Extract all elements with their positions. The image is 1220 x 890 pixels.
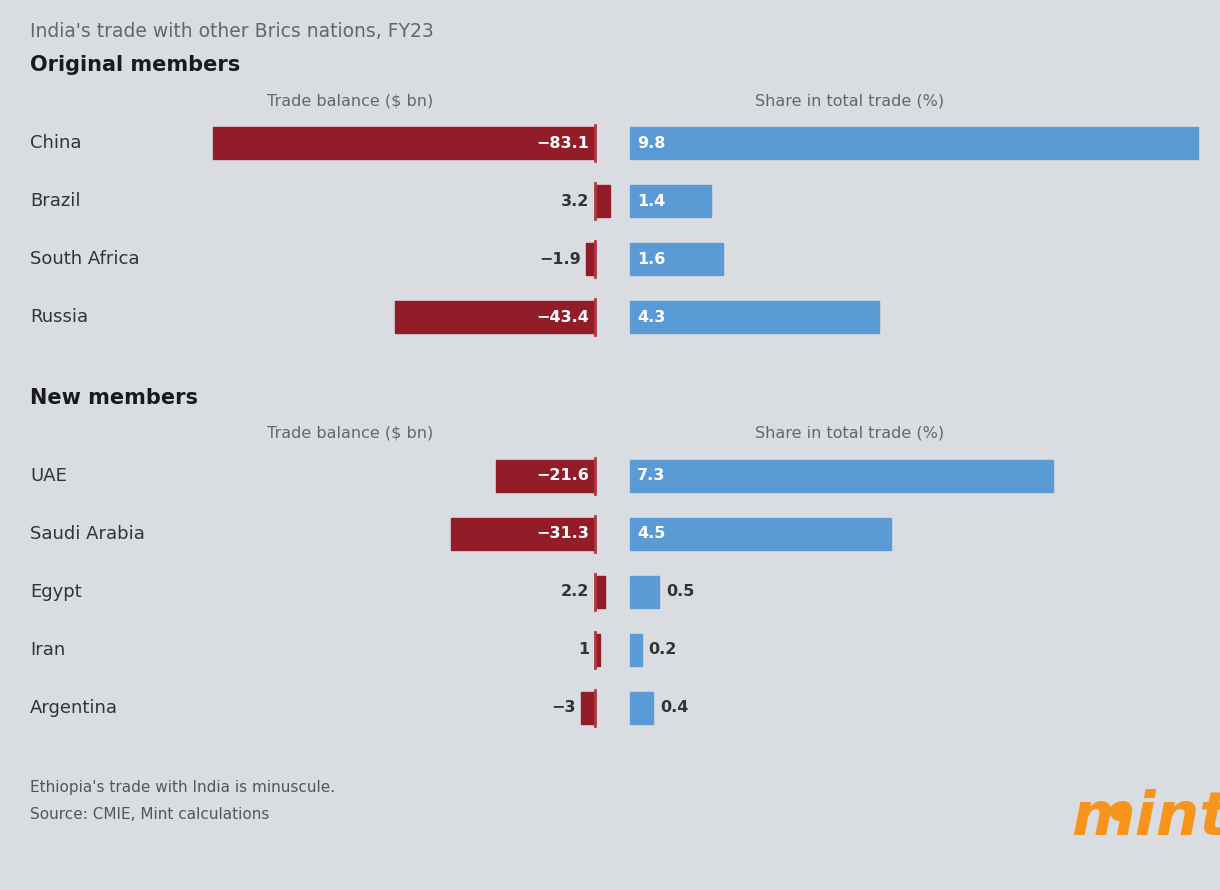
Text: −3: −3: [551, 700, 576, 716]
Bar: [630, 127, 1198, 159]
Bar: [495, 460, 595, 492]
Bar: [630, 518, 891, 550]
Text: −83.1: −83.1: [536, 135, 589, 150]
Text: UAE: UAE: [30, 467, 67, 485]
Text: Share in total trade (%): Share in total trade (%): [755, 93, 944, 108]
Text: 0.4: 0.4: [660, 700, 688, 716]
Text: mint: mint: [1071, 789, 1220, 848]
Bar: [395, 301, 595, 333]
Text: South Africa: South Africa: [30, 250, 139, 268]
Bar: [595, 634, 599, 666]
Text: Egypt: Egypt: [30, 583, 82, 601]
Text: 9.8: 9.8: [637, 135, 665, 150]
Text: China: China: [30, 134, 82, 152]
Text: Iran: Iran: [30, 641, 65, 659]
Bar: [451, 518, 595, 550]
Text: Argentina: Argentina: [30, 699, 118, 717]
Text: Source: CMIE, Mint calculations: Source: CMIE, Mint calculations: [30, 807, 270, 822]
Bar: [581, 692, 595, 724]
Text: 1.4: 1.4: [637, 193, 665, 208]
Text: Ethiopia's trade with India is minuscule.: Ethiopia's trade with India is minuscule…: [30, 780, 336, 795]
Text: Share in total trade (%): Share in total trade (%): [755, 426, 944, 441]
Text: 4.3: 4.3: [637, 310, 665, 325]
Text: Saudi Arabia: Saudi Arabia: [30, 525, 145, 543]
Text: 7.3: 7.3: [637, 468, 665, 483]
Bar: [595, 185, 610, 217]
Bar: [630, 301, 880, 333]
Bar: [630, 634, 642, 666]
Text: India's trade with other Brics nations, FY23: India's trade with other Brics nations, …: [30, 22, 434, 41]
Text: Original members: Original members: [30, 55, 240, 75]
Bar: [630, 692, 653, 724]
Text: Brazil: Brazil: [30, 192, 81, 210]
Bar: [630, 576, 659, 608]
Bar: [630, 460, 1053, 492]
Text: Trade balance ($ bn): Trade balance ($ bn): [267, 426, 433, 441]
Bar: [212, 127, 595, 159]
Bar: [595, 576, 605, 608]
Text: −21.6: −21.6: [536, 468, 589, 483]
Text: −43.4: −43.4: [536, 310, 589, 325]
Text: Russia: Russia: [30, 308, 88, 326]
Text: −1.9: −1.9: [539, 252, 581, 266]
Text: 1: 1: [578, 643, 589, 658]
Text: New members: New members: [30, 388, 198, 408]
Text: 3.2: 3.2: [561, 193, 589, 208]
Bar: [587, 243, 595, 275]
Text: 4.5: 4.5: [637, 527, 665, 541]
Text: 2.2: 2.2: [561, 585, 589, 600]
Text: 1.6: 1.6: [637, 252, 665, 266]
Bar: [630, 185, 711, 217]
Text: 0.5: 0.5: [666, 585, 694, 600]
Text: 0.2: 0.2: [649, 643, 677, 658]
Text: −31.3: −31.3: [536, 527, 589, 541]
Text: Trade balance ($ bn): Trade balance ($ bn): [267, 93, 433, 108]
Bar: [630, 243, 722, 275]
